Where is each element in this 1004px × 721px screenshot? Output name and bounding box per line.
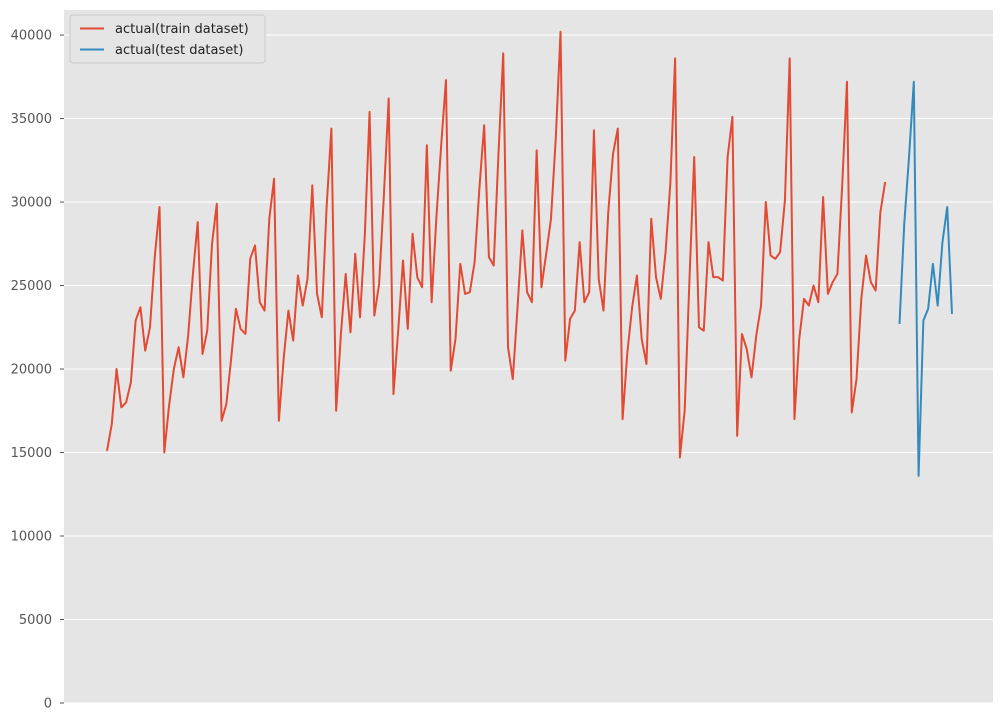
plot-background [64,10,993,703]
legend: actual(train dataset) actual(test datase… [69,14,266,64]
y-tick-label: 30000 [11,196,52,211]
y-tick-label: 0 [44,697,52,712]
legend-box [69,14,266,64]
y-tick-label: 10000 [11,530,52,545]
y-tick-label: 25000 [11,279,52,294]
y-tick-label: 40000 [11,29,52,44]
y-tick-label: 20000 [11,363,52,378]
legend-label-train: actual(train dataset) [115,22,249,37]
series-line-test [898,80,953,477]
y-tick-label: 5000 [19,613,52,628]
series-lines [106,30,953,477]
y-tick-label: 35000 [11,112,52,127]
series-line-train [106,30,887,459]
y-axis: 0 5000 10000 15000 20000 25000 30000 35000 40000 [11,29,64,712]
legend-label-test: actual(test dataset) [115,43,243,58]
y-tick-label: 15000 [11,446,52,461]
